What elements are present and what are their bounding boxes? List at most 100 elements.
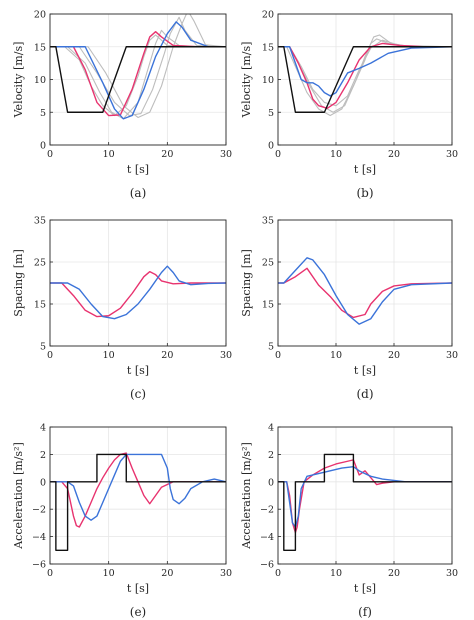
y-tick-label: −2: [260, 505, 274, 516]
series-line-reference-6: [50, 46, 226, 113]
y-tick-label: 10: [34, 75, 46, 86]
x-tick-label: 0: [275, 149, 281, 160]
y-tick-label: 35: [262, 216, 274, 227]
x-axis-label: t [s]: [354, 582, 376, 595]
series-line-reference-5: [278, 46, 452, 113]
panel-caption: (a): [130, 186, 147, 200]
x-tick-label: 20: [388, 350, 400, 361]
x-tick-label: 10: [330, 149, 342, 160]
panel-f: 0 10 20 30 −6 −4 −2 0 2 4 t [s] Acceleration [m/s²]…: [240, 423, 458, 620]
y-tick-label: 25: [262, 258, 274, 269]
x-tick-label: 0: [47, 149, 53, 160]
y-tick-label: 4: [40, 423, 46, 434]
y-tick-label: 0: [268, 477, 274, 488]
y-tick-label: 0: [268, 141, 274, 152]
y-tick-label: −2: [32, 505, 46, 516]
series-line-gray-3: [50, 14, 226, 119]
x-axis-label: t [s]: [354, 364, 376, 377]
series-line-gray-2: [278, 39, 452, 107]
y-tick-label: 5: [268, 342, 274, 353]
y-tick-label: 2: [268, 450, 274, 461]
series-line-reference-2: [278, 453, 452, 551]
y-tick-label: 15: [262, 300, 274, 311]
series-line-gray-0: [278, 38, 452, 117]
y-tick-label: 20: [34, 10, 46, 21]
y-tick-label: 35: [34, 216, 46, 227]
x-tick-label: 20: [388, 568, 400, 579]
y-axis-label: Acceleration [m/s²]: [240, 442, 253, 550]
y-tick-label: −6: [260, 560, 274, 571]
series-line-blue-1: [278, 257, 452, 325]
x-tick-label: 30: [446, 149, 458, 160]
series-line-blue-1: [278, 466, 452, 528]
series-line-magenta-0: [50, 270, 226, 318]
y-tick-label: −4: [260, 532, 274, 543]
x-tick-label: 10: [330, 350, 342, 361]
plot-frame: [49, 426, 227, 565]
y-axis-label: Velocity [m/s]: [240, 42, 253, 119]
panel-e: 0 10 20 30 −6 −4 −2 0 2 4 t [s] Acceleration [m/s²]…: [12, 423, 232, 620]
panel-caption: (b): [356, 186, 373, 200]
x-tick-label: 30: [220, 350, 232, 361]
y-tick-label: 2: [40, 450, 46, 461]
plot-frame: [49, 13, 227, 146]
x-tick-label: 30: [220, 149, 232, 160]
y-tick-label: 0: [40, 141, 46, 152]
y-axis-label: Acceleration [m/s²]: [12, 442, 25, 550]
y-tick-label: 15: [34, 42, 46, 53]
panel-d: 0 10 20 30 5 15 25 35 t [s] Spacing [m] (d): [240, 216, 458, 402]
y-tick-label: 5: [268, 108, 274, 119]
y-tick-label: −4: [32, 532, 46, 543]
series-line-magenta-0: [278, 267, 452, 319]
y-tick-label: −6: [32, 560, 46, 571]
panel-b: 0 10 20 30 0 5 10 15 20 t [s] Velocity [m/s] (b): [240, 10, 458, 201]
x-tick-label: 30: [446, 350, 458, 361]
series-line-blue-4: [278, 46, 452, 97]
y-tick-label: 10: [262, 75, 274, 86]
plot-frame: [277, 13, 453, 146]
series-line-magenta-0: [50, 452, 226, 528]
x-axis-label: t [s]: [127, 163, 149, 176]
panel-caption: (f): [358, 605, 372, 619]
x-tick-label: 0: [47, 568, 53, 579]
panel-caption: (c): [130, 387, 146, 401]
x-tick-label: 0: [275, 350, 281, 361]
series-line-blue-5: [50, 21, 226, 120]
y-axis-label: Spacing [m]: [12, 249, 25, 316]
x-axis-label: t [s]: [354, 163, 376, 176]
y-tick-label: 0: [40, 477, 46, 488]
plot-frame: [49, 219, 227, 347]
x-tick-label: 20: [161, 149, 173, 160]
series-line-magenta-0: [278, 459, 452, 534]
y-tick-label: 5: [40, 108, 46, 119]
x-tick-label: 10: [103, 149, 115, 160]
x-axis-label: t [s]: [127, 582, 149, 595]
y-tick-label: 15: [34, 300, 46, 311]
x-tick-label: 0: [275, 568, 281, 579]
x-tick-label: 10: [103, 350, 115, 361]
y-tick-label: 5: [40, 342, 46, 353]
y-axis-label: Spacing [m]: [240, 249, 253, 316]
y-tick-label: 4: [268, 423, 274, 434]
x-axis-label: t [s]: [127, 364, 149, 377]
plot-frame: [277, 219, 453, 347]
y-tick-label: 20: [262, 10, 274, 21]
series-line-gray-1: [50, 29, 226, 120]
x-tick-label: 30: [220, 568, 232, 579]
x-tick-label: 10: [330, 568, 342, 579]
plot-frame: [277, 426, 453, 565]
x-tick-label: 20: [388, 149, 400, 160]
x-tick-label: 20: [161, 350, 173, 361]
panel-c: 0 10 20 30 5 15 25 35 t [s] Spacing [m] (c): [12, 216, 232, 402]
series-line-blue-1: [50, 453, 226, 521]
y-tick-label: 15: [262, 42, 274, 53]
x-tick-label: 20: [161, 568, 173, 579]
x-tick-label: 0: [47, 350, 53, 361]
series-line-blue-1: [50, 265, 226, 320]
y-tick-label: 25: [34, 258, 46, 269]
panel-a: 0 10 20 30 0 5 10 15 20 t [s] Velocity [m/s] (a): [12, 10, 232, 201]
series-line-reference-2: [50, 453, 226, 551]
panel-caption: (d): [356, 387, 373, 401]
y-axis-label: Velocity [m/s]: [12, 42, 25, 119]
